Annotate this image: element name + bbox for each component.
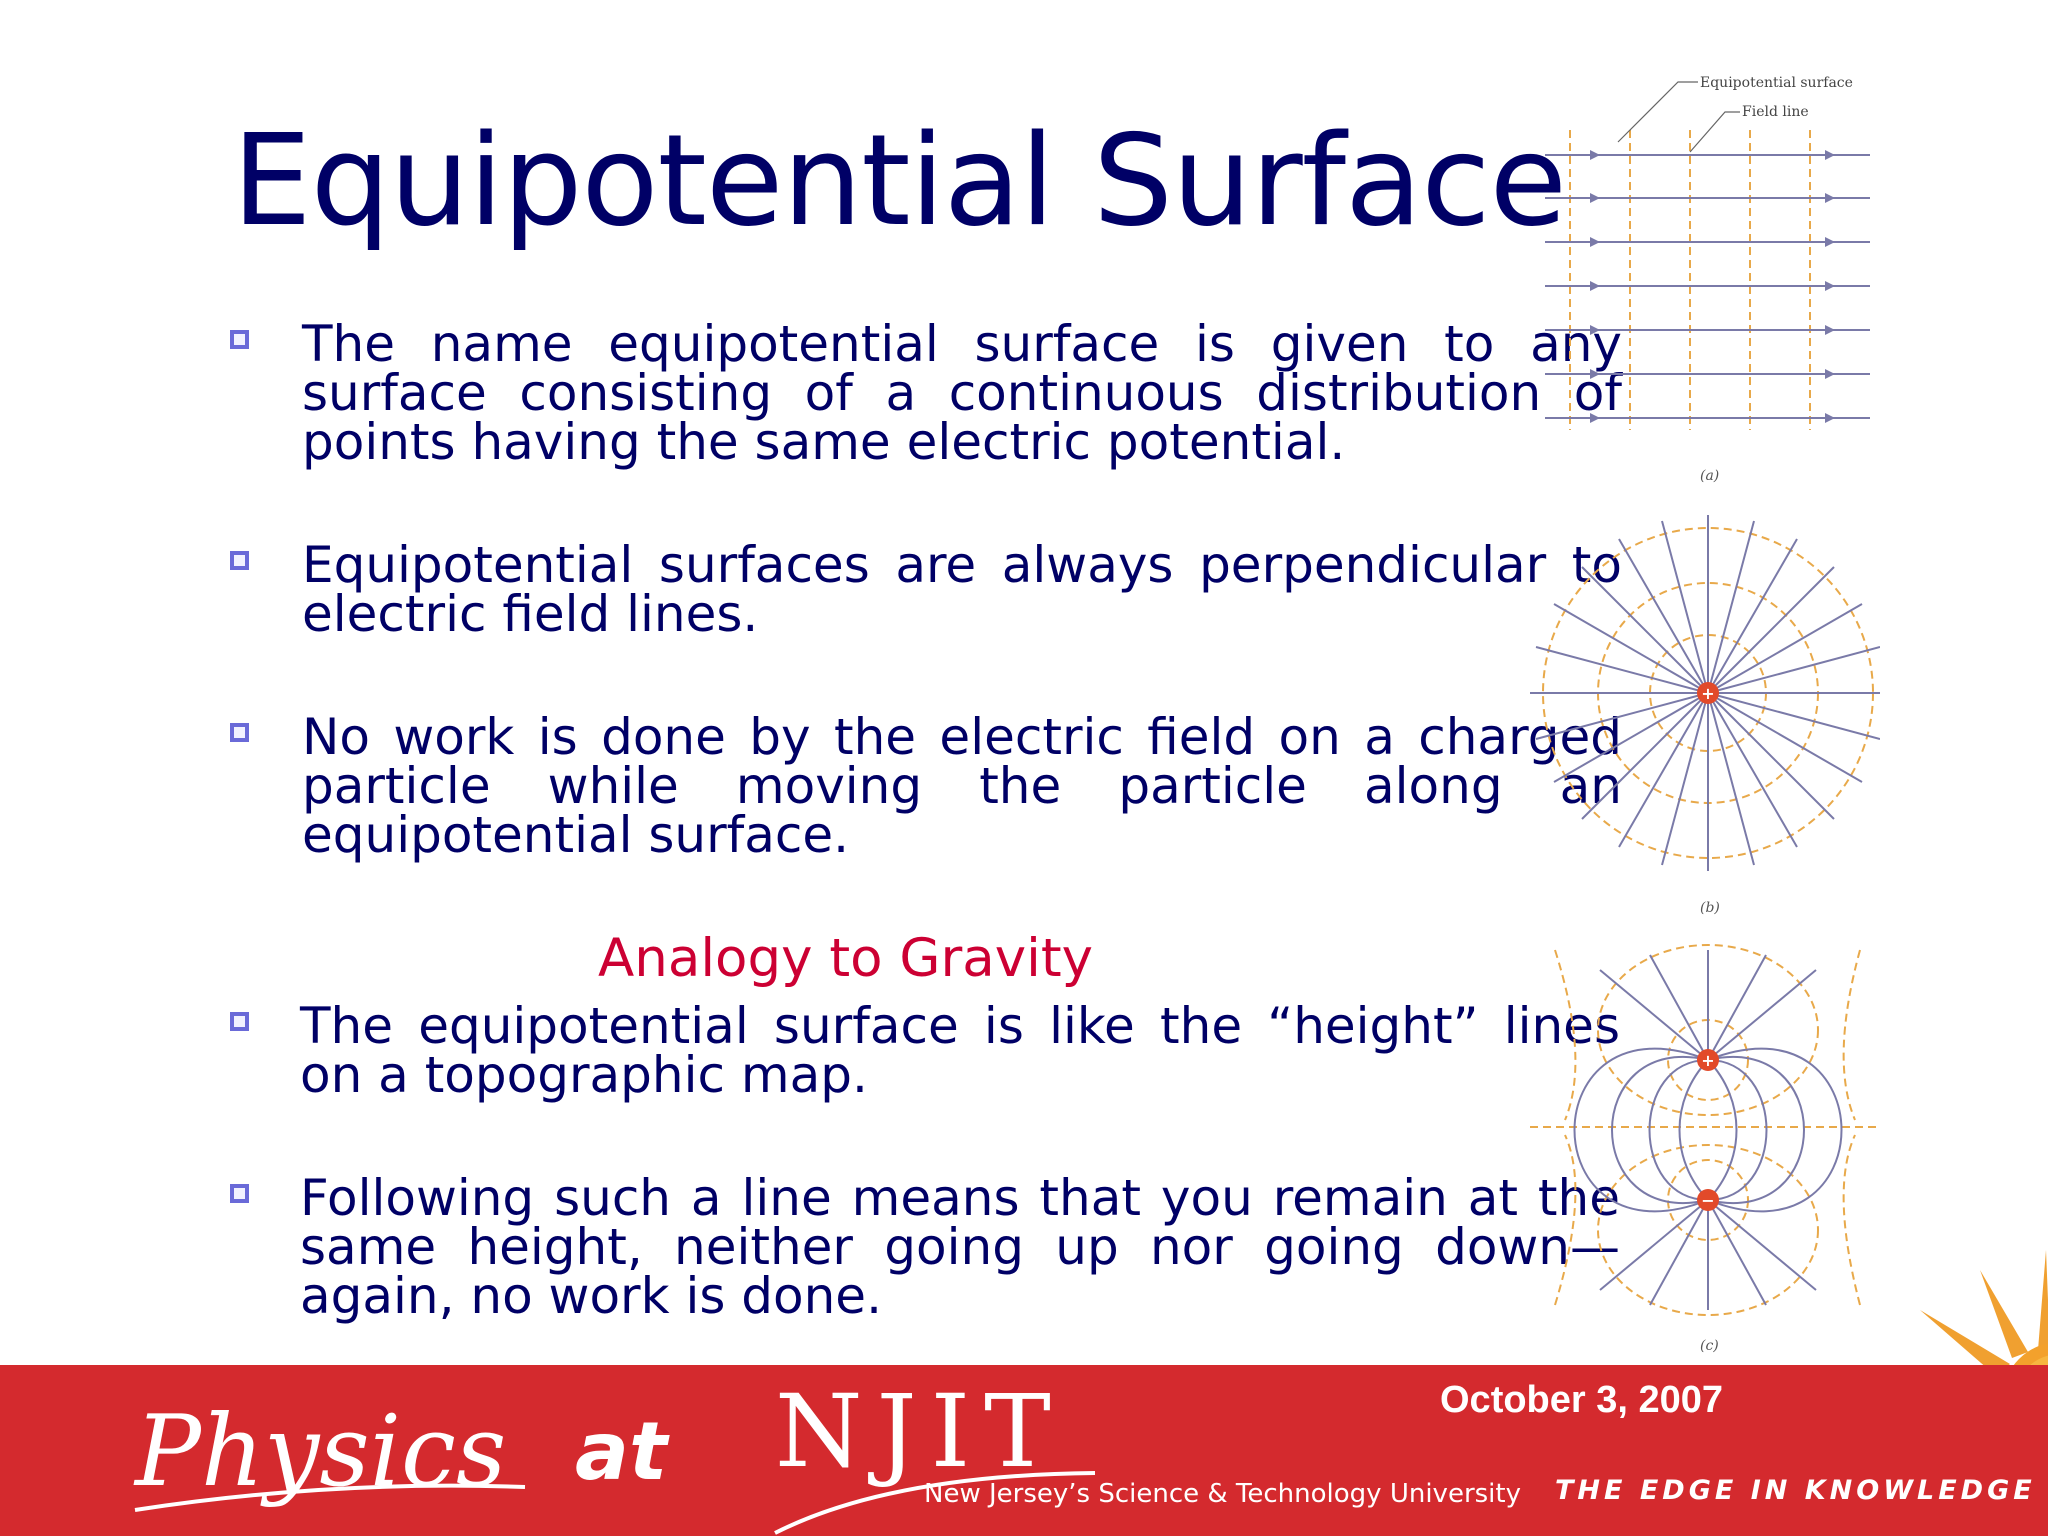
positive-charge-icon [1697,1049,1719,1071]
square-bullet-icon [230,723,249,742]
positive-charge-icon [1697,682,1719,704]
figure-c-dipole: + − (c) [1530,944,1880,1354]
label-equipotential: Equipotential surface [1700,75,1853,91]
swoosh-icon [134,1483,526,1512]
square-bullet-icon [230,1184,249,1203]
charge-plus-label: + [1701,684,1714,703]
square-bullet-icon [230,1012,249,1031]
caption-c: (c) [1700,1338,1719,1354]
university-name: New Jersey’s Science & Technology Univer… [924,1479,1521,1509]
bullet-text: The name equipotential surface is given … [302,315,1622,471]
tagline: THE EDGE IN KNOWLEDGE [1555,1475,2036,1506]
bullet-text: Following such a line means that you rem… [300,1169,1620,1325]
square-bullet-icon [230,330,249,349]
footer-at: at [575,1405,668,1498]
charge-plus-label: + [1701,1051,1714,1070]
figure-b-point-charge: + (b) [1530,515,1880,916]
caption-b: (b) [1700,900,1720,916]
footer-banner: Physics at NJIT New Jersey’s Science & T… [0,1365,2048,1536]
negative-charge-icon [1697,1189,1719,1211]
subheading: Analogy to Gravity [598,928,1093,989]
bullet-text: Equipotential surfaces are always perpen… [302,536,1622,643]
slide-title: Equipotential Surface [232,107,1567,254]
njit-logo: NJIT [775,1373,1065,1490]
label-field-line: Field line [1742,104,1809,120]
equipotential-figures: Equipotential surface Field line (a) [1530,75,1880,1354]
caption-a: (a) [1700,468,1719,484]
bullet-text: No work is done by the electric field on… [302,708,1622,864]
slide-date: October 3, 2007 [1440,1379,1724,1421]
square-bullet-icon [230,551,249,570]
figure-a-uniform-field: Equipotential surface Field line (a) [1545,75,1870,484]
bullet-text: The equipotential surface is like the “h… [300,997,1620,1104]
charge-minus-label: − [1701,1191,1714,1210]
njit-swoosh-icon [774,1471,1096,1535]
